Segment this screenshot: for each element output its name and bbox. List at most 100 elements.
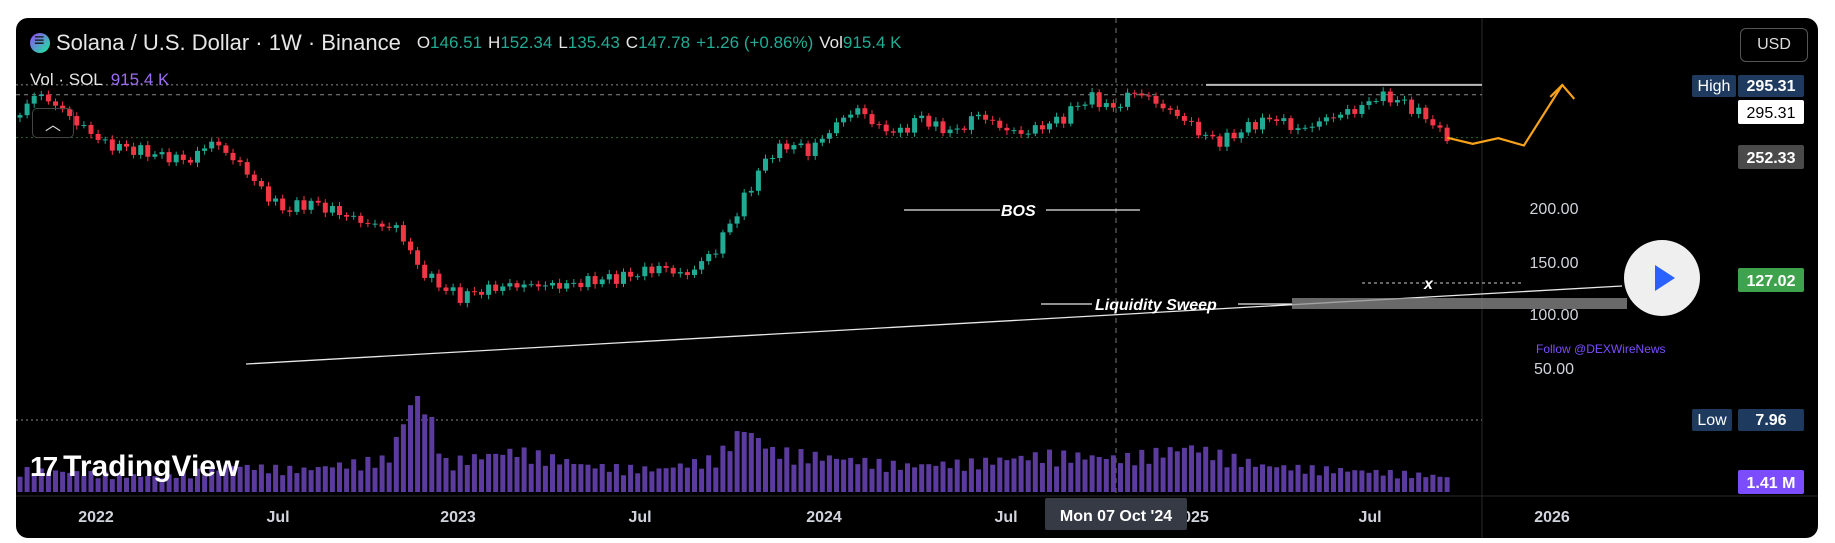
- candle-body: [1146, 95, 1152, 97]
- volume-bar: [1238, 466, 1244, 492]
- candle-body: [266, 186, 271, 202]
- candle-body: [1068, 106, 1074, 124]
- candle-body: [834, 122, 839, 134]
- level-252-badge: 252.33: [1747, 150, 1796, 167]
- candle-body: [95, 133, 101, 140]
- volume-bar: [848, 457, 854, 492]
- volume-badge-bg: [1738, 470, 1804, 494]
- candle-body: [727, 223, 733, 233]
- candle-body: [912, 118, 918, 133]
- candle-body: [571, 282, 577, 284]
- currency-button[interactable]: USD: [1740, 28, 1808, 62]
- candle-body: [400, 225, 406, 242]
- candle-body: [479, 291, 484, 295]
- candle-body: [1274, 119, 1280, 122]
- volume-bar: [436, 453, 442, 492]
- volume-bar: [1011, 458, 1017, 492]
- volume-bar: [542, 465, 548, 492]
- candle-body: [1075, 105, 1081, 107]
- low-value-badge: 7.96: [1755, 412, 1786, 429]
- candle-body: [351, 215, 357, 217]
- candle-body: [1082, 104, 1088, 106]
- volume-bar: [826, 455, 832, 492]
- candle-body: [1380, 91, 1386, 102]
- volume-bar: [1139, 449, 1145, 492]
- trendline: [245, 285, 1623, 365]
- candle-body: [45, 94, 51, 102]
- play-icon[interactable]: [1624, 240, 1700, 316]
- volume-bar: [429, 416, 435, 492]
- solana-coin-icon[interactable]: [30, 30, 50, 53]
- volume-bar: [386, 462, 392, 492]
- candle-body: [1373, 101, 1379, 103]
- candle-body: [976, 114, 981, 117]
- candle-body: [358, 215, 364, 223]
- candle-body: [195, 150, 200, 163]
- candle-body: [1054, 116, 1060, 124]
- support-zone: [1292, 298, 1627, 309]
- candle-body: [1011, 130, 1017, 132]
- candle-body: [1103, 103, 1109, 108]
- volume-bar: [1295, 464, 1301, 492]
- candle-body: [1210, 134, 1216, 137]
- volume-bar: [152, 476, 158, 492]
- candle-body: [329, 206, 335, 213]
- volume-bar: [45, 472, 51, 492]
- volume-bar: [273, 464, 279, 492]
- volume-bar: [947, 468, 953, 492]
- volume-bar: [109, 479, 115, 492]
- price-chart[interactable]: BOS Liquidity Sweep x 2022 Jul 2023 Jul 2024 Jul…: [16, 18, 1818, 538]
- volume-bar: [1132, 465, 1138, 492]
- volume-bar: [621, 475, 626, 492]
- volume-bar: [535, 450, 541, 492]
- vol-value: 915.4 K: [842, 33, 902, 52]
- level-295-badge-bg: [1738, 100, 1804, 124]
- volume-bar: [258, 464, 264, 492]
- volume-bar: [1444, 477, 1450, 492]
- candle-body: [521, 284, 527, 288]
- collapse-legend-button[interactable]: ︿: [32, 108, 74, 138]
- candle-body: [933, 121, 939, 127]
- volume-bar: [1103, 459, 1109, 492]
- vol-label: Vol: [819, 33, 843, 52]
- candle-body: [187, 159, 193, 163]
- candle-body: [1118, 106, 1123, 108]
- volume-bar: [1167, 447, 1173, 492]
- level-252-badge-bg: [1738, 145, 1804, 169]
- high-label-badge-bg: [1692, 75, 1736, 97]
- volume-bar: [855, 464, 861, 492]
- candle-body: [798, 143, 804, 146]
- low-label-badge-bg: [1692, 409, 1732, 431]
- volume-bar: [159, 478, 165, 492]
- volume-bar: [912, 467, 918, 492]
- volume-bar: [897, 469, 903, 492]
- volume-bar: [337, 462, 342, 492]
- candle-body: [1302, 127, 1308, 129]
- volume-bar: [393, 436, 399, 492]
- volume-bar: [351, 459, 357, 492]
- projection-arrowhead: [1549, 83, 1576, 100]
- volume-bar: [1267, 466, 1273, 492]
- symbol-title[interactable]: Solana / U.S. Dollar · 1W · Binance: [56, 30, 401, 55]
- candle-body: [528, 284, 534, 286]
- volume-bar: [24, 466, 30, 492]
- candle-body: [905, 127, 910, 133]
- candle-body: [1252, 122, 1258, 130]
- x-tick-label: Jul: [994, 509, 1017, 526]
- candle-body: [1430, 119, 1436, 126]
- volume-indicator-legend[interactable]: Vol · SOL 915.4 K: [30, 70, 169, 90]
- close-value: 147.78: [638, 33, 691, 52]
- volume-bar: [990, 464, 996, 492]
- candle-body: [507, 283, 513, 287]
- volume-bar: [521, 447, 527, 492]
- tradingview-logo: 17 TradingView: [30, 450, 239, 484]
- volume-bar: [507, 448, 513, 492]
- volume-bar: [1409, 478, 1415, 492]
- volume-bar: [53, 470, 58, 492]
- crosshair-date-label: Mon 07 Oct '24: [1060, 508, 1172, 525]
- candle-body: [1316, 121, 1322, 127]
- candle-body: [294, 200, 300, 212]
- candle-body: [1181, 116, 1187, 121]
- volume-bar: [727, 451, 733, 492]
- volume-bar: [124, 477, 129, 492]
